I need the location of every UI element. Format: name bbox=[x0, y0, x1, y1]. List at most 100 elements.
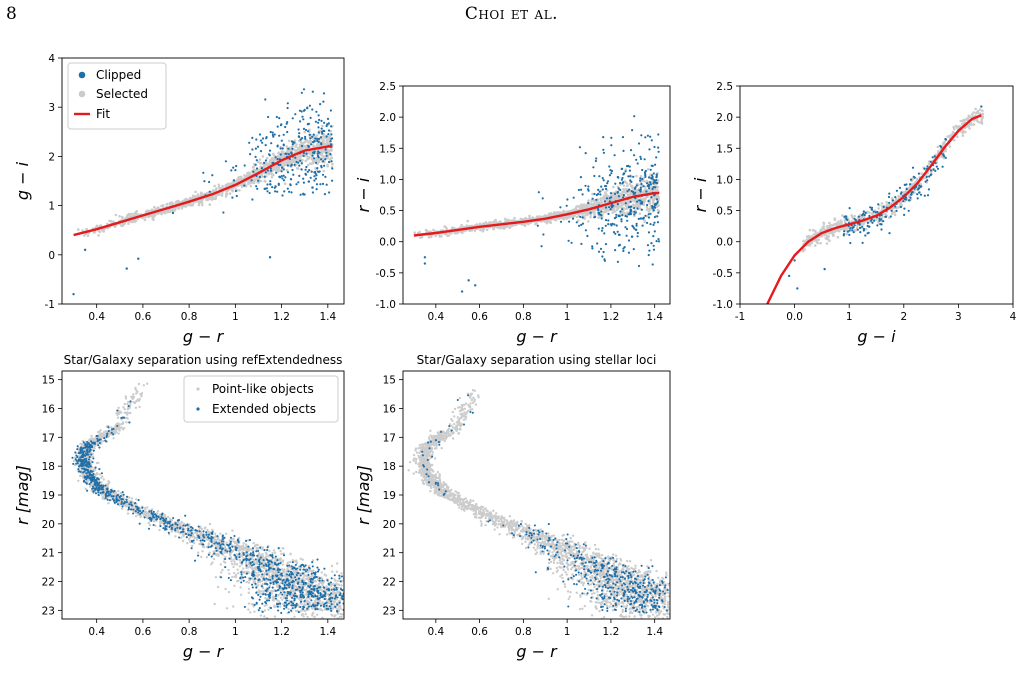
point-like-object bbox=[247, 591, 250, 594]
selected-point bbox=[276, 155, 279, 158]
clipped-point bbox=[934, 162, 937, 165]
clipped-point bbox=[635, 222, 638, 225]
clipped-point bbox=[587, 189, 590, 192]
clipped-point bbox=[319, 103, 322, 106]
y-tick-label: 2.0 bbox=[716, 112, 733, 124]
chart-panel-3: -1 0.0 1 2 3 4-1.0-0.50.00.51.01.52.02.5g − i… bbox=[691, 81, 1017, 346]
y-axis-label: g − i bbox=[13, 161, 32, 200]
plot-area bbox=[72, 88, 334, 296]
selected-point bbox=[320, 151, 324, 155]
clipped-point bbox=[311, 135, 314, 138]
point-like-object bbox=[369, 610, 371, 612]
clipped-point bbox=[272, 135, 275, 138]
clipped-point bbox=[600, 214, 603, 217]
clipped-point bbox=[873, 219, 876, 222]
clipped-point bbox=[940, 146, 943, 149]
clipped-point bbox=[894, 196, 897, 199]
clipped-point bbox=[281, 194, 284, 197]
clipped-point bbox=[639, 157, 643, 160]
clipped-point bbox=[540, 245, 543, 248]
selected-point bbox=[505, 219, 509, 223]
selected-point bbox=[837, 220, 840, 223]
selected-point bbox=[499, 226, 502, 230]
selected-point bbox=[328, 158, 332, 161]
clipped-point bbox=[320, 164, 323, 168]
point-like-object bbox=[363, 605, 365, 607]
point-like-object bbox=[369, 605, 371, 607]
clipped-point bbox=[584, 184, 587, 187]
clipped-point bbox=[633, 207, 636, 210]
clipped-point bbox=[307, 122, 311, 125]
clipped-point bbox=[286, 102, 289, 105]
clipped-point bbox=[862, 210, 865, 213]
clipped-point bbox=[291, 147, 294, 150]
point-like-object bbox=[182, 522, 186, 525]
clipped-point bbox=[624, 202, 627, 205]
clipped-point bbox=[258, 133, 262, 136]
clipped-point bbox=[639, 217, 642, 220]
selected-point bbox=[296, 146, 300, 150]
clipped-point bbox=[944, 137, 947, 141]
selected-point bbox=[528, 216, 531, 220]
clipped-point bbox=[653, 230, 656, 233]
clipped-point bbox=[293, 141, 296, 144]
clipped-point bbox=[302, 177, 305, 180]
clipped-point bbox=[319, 183, 322, 186]
clipped-point bbox=[295, 183, 298, 186]
clipped-point bbox=[903, 183, 906, 186]
selected-point bbox=[535, 216, 539, 219]
clipped-point bbox=[944, 156, 947, 159]
clipped-point bbox=[325, 183, 328, 186]
point-like-object bbox=[335, 570, 339, 573]
selected-point bbox=[843, 219, 847, 222]
selected-point bbox=[587, 199, 590, 202]
clipped-point bbox=[303, 108, 306, 111]
clipped-point bbox=[281, 147, 284, 150]
selected-point bbox=[646, 168, 650, 171]
clipped-point bbox=[275, 115, 278, 119]
selected-point bbox=[635, 203, 638, 206]
y-axis-label: r − i bbox=[354, 177, 373, 212]
selected-point bbox=[281, 155, 284, 158]
clipped-point bbox=[620, 178, 624, 181]
clipped-point bbox=[655, 176, 658, 179]
selected-point bbox=[294, 145, 298, 148]
selected-point bbox=[278, 168, 281, 172]
clipped-point bbox=[287, 153, 290, 156]
selected-point bbox=[899, 195, 903, 198]
clipped-point bbox=[211, 174, 214, 177]
clipped-point bbox=[849, 241, 852, 245]
clipped-point bbox=[925, 175, 928, 178]
clipped-point bbox=[254, 155, 257, 158]
selected-point bbox=[596, 198, 600, 201]
point-like-object bbox=[292, 600, 295, 603]
clipped-point bbox=[267, 115, 270, 119]
clipped-point bbox=[324, 148, 327, 151]
selected-point bbox=[170, 201, 174, 204]
y-tick-label: 2 bbox=[48, 151, 55, 163]
clipped-point bbox=[279, 163, 282, 166]
clipped-point bbox=[932, 168, 935, 171]
selected-point bbox=[825, 235, 829, 238]
clipped-point bbox=[311, 108, 314, 111]
clipped-point bbox=[290, 178, 293, 181]
selected-point bbox=[328, 149, 332, 152]
clipped-point bbox=[631, 129, 634, 132]
clipped-point bbox=[615, 224, 618, 227]
clipped-point bbox=[639, 186, 643, 189]
clipped-point bbox=[625, 227, 629, 231]
point-like-object bbox=[321, 619, 323, 621]
selected-point bbox=[220, 194, 224, 197]
clipped-point bbox=[942, 153, 945, 156]
selected-point bbox=[283, 160, 286, 163]
point-like-object bbox=[350, 601, 352, 603]
selected-point bbox=[875, 218, 878, 222]
selected-point bbox=[528, 214, 531, 218]
selected-point bbox=[168, 210, 172, 213]
clipped-point bbox=[602, 148, 605, 151]
clipped-point bbox=[642, 217, 645, 220]
clipped-point bbox=[652, 223, 655, 226]
selected-point bbox=[833, 217, 837, 220]
point-like-object bbox=[364, 591, 366, 593]
